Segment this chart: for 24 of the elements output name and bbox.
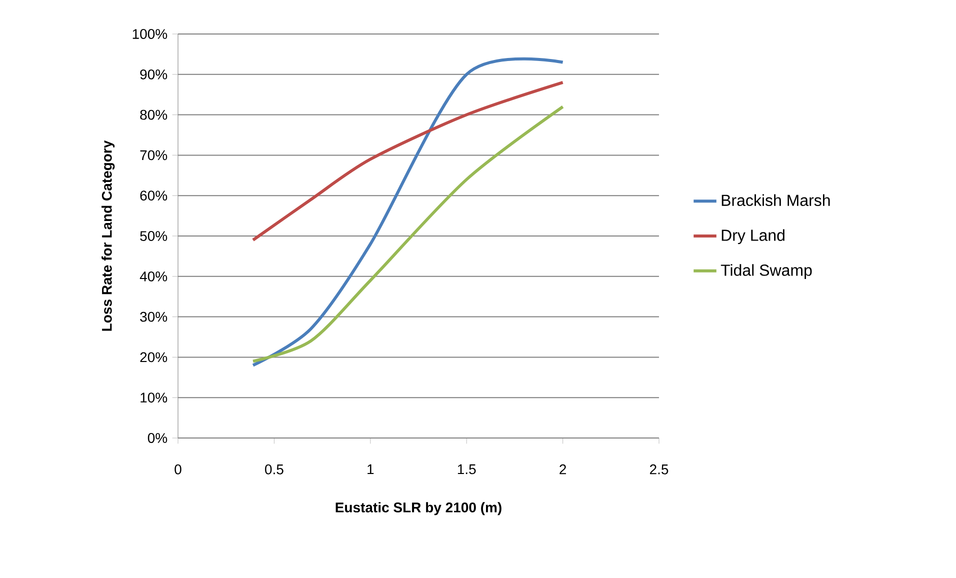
- y-tick-label: 30%: [140, 312, 168, 322]
- x-tick-label: 0.5: [265, 464, 284, 474]
- y-tick-label: 40%: [140, 271, 168, 282]
- x-tick-label: 1: [368, 464, 374, 474]
- legend-label: Brackish Marsh: [722, 194, 830, 206]
- x-tick-label: 1.5: [458, 464, 476, 474]
- y-tick-label: 70%: [140, 150, 168, 160]
- x-tick-label: 2: [560, 464, 566, 474]
- y-axis-title: Loss Rate for Land Category: [102, 140, 115, 331]
- y-tick-label: 60%: [140, 190, 168, 201]
- line-series: [252, 80, 564, 242]
- x-axis-title: Eustatic SLR by 2100 (m): [336, 502, 502, 516]
- y-tick-label: 100%: [132, 29, 168, 39]
- y-tick-label: 80%: [140, 110, 168, 120]
- y-tick-label: 20%: [140, 352, 168, 362]
- y-tick-label: 10%: [140, 392, 168, 403]
- legend-label: Tidal Swamp: [720, 264, 812, 280]
- y-tick-label: 50%: [140, 231, 168, 241]
- legend-label: Dry Land: [722, 229, 784, 244]
- x-tick-label: 2.5: [650, 464, 668, 474]
- y-tick-label: 0%: [148, 433, 168, 443]
- x-tick-label: 0: [174, 464, 182, 474]
- y-tick-label: 90%: [140, 69, 168, 80]
- line-series: [252, 105, 564, 363]
